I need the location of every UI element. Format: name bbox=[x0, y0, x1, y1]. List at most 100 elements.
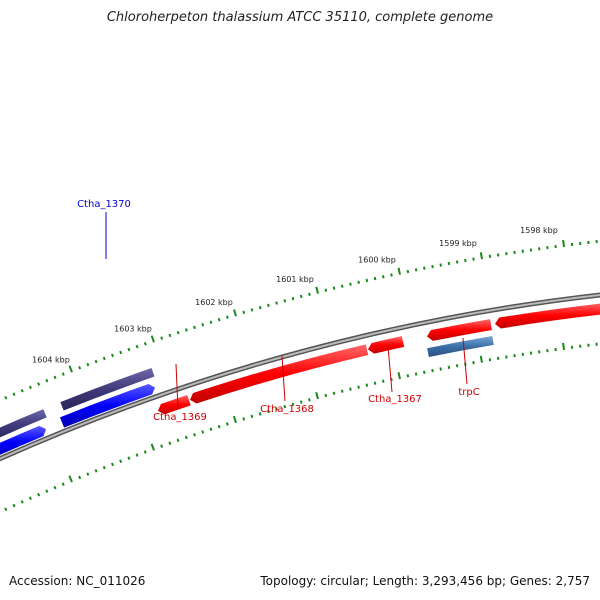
scale-tick-inner bbox=[324, 393, 328, 398]
scale-tick-outer bbox=[119, 350, 123, 355]
scale-tick-outer bbox=[102, 356, 106, 361]
scale-tick-outer bbox=[176, 330, 180, 335]
scale-tick-inner bbox=[496, 356, 500, 361]
scale-tick-inner bbox=[250, 414, 254, 419]
scale-tick-inner bbox=[299, 400, 303, 404]
scale-tick-outer bbox=[332, 286, 336, 290]
scale-tick-outer bbox=[464, 258, 467, 263]
forward-gene-feature bbox=[0, 409, 47, 438]
scale-tick-outer bbox=[143, 342, 147, 346]
scale-tick-inner bbox=[275, 407, 278, 411]
scale-tick-outer bbox=[340, 284, 344, 288]
scale-tick-outer bbox=[135, 344, 139, 349]
scale-tick-outer bbox=[201, 323, 205, 327]
reverse-cds-arrow bbox=[190, 344, 369, 404]
scale-tick-inner bbox=[332, 391, 336, 396]
scale-tick-inner bbox=[168, 441, 172, 445]
scale-tick-outer bbox=[150, 335, 155, 343]
scale-tick-inner bbox=[4, 507, 8, 512]
scale-tick-outer bbox=[160, 336, 164, 340]
gene-label: Ctha_1368 bbox=[260, 404, 314, 415]
scale-tick-inner bbox=[110, 462, 114, 467]
scale-tick-inner bbox=[397, 372, 401, 380]
scale-tick-outer bbox=[193, 325, 196, 330]
scale-tick-outer bbox=[423, 266, 426, 270]
scale-tick-inner bbox=[308, 398, 311, 402]
scale-tick-outer bbox=[447, 261, 451, 266]
scale-tick-outer bbox=[53, 375, 57, 380]
scale-tick-outer bbox=[357, 280, 360, 284]
scale-tick-outer bbox=[86, 362, 90, 367]
scale-tick-outer bbox=[45, 378, 49, 383]
scale-tick-outer bbox=[209, 320, 213, 324]
scale-tick-inner bbox=[28, 496, 32, 501]
scale-tick-inner bbox=[53, 485, 57, 490]
scale-tick-inner bbox=[102, 465, 106, 470]
reverse-cds-arrow bbox=[427, 319, 492, 341]
scale-label: 1601 kbp bbox=[276, 275, 314, 284]
scale-tick-outer bbox=[127, 347, 131, 352]
scale-label: 1599 kbp bbox=[439, 239, 477, 248]
scale-tick-inner bbox=[143, 450, 147, 454]
scale-tick-outer bbox=[299, 294, 303, 299]
gene-leader-line bbox=[387, 345, 393, 393]
scale-label: 1603 kbp bbox=[114, 325, 152, 334]
scale-tick-inner bbox=[119, 459, 123, 464]
gene-leader-line bbox=[462, 337, 468, 385]
scale-tick-inner bbox=[232, 415, 237, 424]
scale-tick-inner bbox=[266, 409, 270, 414]
scale-tick-inner bbox=[431, 368, 434, 373]
scale-tick-outer bbox=[315, 286, 319, 294]
scale-tick-inner bbox=[86, 472, 90, 476]
gene-label: trpC bbox=[458, 387, 479, 398]
scale-tick-outer bbox=[365, 278, 369, 283]
scale-tick-outer bbox=[562, 239, 565, 248]
scale-label: 1604 kbp bbox=[32, 355, 70, 364]
scale-tick-inner bbox=[439, 367, 442, 371]
scale-tick-inner bbox=[176, 438, 180, 443]
scale-tick-outer bbox=[94, 359, 98, 364]
scale-tick-outer bbox=[4, 395, 8, 400]
scale-tick-outer bbox=[308, 292, 311, 297]
scale-tick-inner bbox=[455, 364, 459, 368]
scale-tick-inner bbox=[406, 374, 410, 378]
scale-tick-inner bbox=[45, 489, 49, 493]
genome-summary-text: Topology: circular; Length: 3,293,456 bp… bbox=[260, 574, 590, 588]
scale-tick-inner bbox=[340, 389, 344, 393]
scale-tick-outer bbox=[68, 365, 73, 373]
scale-tick-outer bbox=[390, 273, 393, 277]
scale-tick-inner bbox=[61, 482, 65, 486]
gene-label: Ctha_1370 bbox=[77, 199, 131, 210]
scale-tick-outer bbox=[414, 268, 418, 272]
scale-tick-inner bbox=[423, 370, 426, 374]
scale-tick-inner bbox=[193, 432, 196, 437]
gene-label: Ctha_1367 bbox=[368, 394, 422, 405]
reverse-cds-arrow bbox=[158, 394, 191, 415]
backbone-highlight bbox=[0, 294, 600, 460]
scale-tick-outer bbox=[324, 288, 328, 292]
scale-tick-outer bbox=[406, 269, 410, 274]
scale-tick-outer bbox=[479, 252, 483, 260]
scale-tick-inner bbox=[283, 404, 287, 409]
backbone-outline bbox=[0, 292, 600, 462]
scale-tick-outer bbox=[111, 353, 114, 358]
scale-label: 1600 kbp bbox=[358, 255, 396, 264]
scale-label: 1602 kbp bbox=[195, 298, 233, 307]
scale-tick-outer bbox=[267, 303, 270, 308]
scale-tick-inner bbox=[12, 503, 16, 508]
scale-tick-outer bbox=[455, 260, 459, 264]
scale-tick-inner bbox=[209, 427, 213, 432]
scale-tick-inner bbox=[201, 430, 205, 434]
scale-tick-inner bbox=[381, 379, 385, 383]
scale-tick-inner bbox=[242, 417, 246, 421]
scale-tick-inner bbox=[291, 402, 295, 407]
scale-tick-outer bbox=[37, 382, 41, 386]
scale-tick-outer bbox=[291, 296, 295, 301]
forward-cds-arrow bbox=[59, 383, 155, 428]
scale-tick-outer bbox=[78, 365, 82, 370]
scale-tick-outer bbox=[242, 310, 246, 315]
scale-tick-outer bbox=[439, 263, 442, 267]
accession-text: Accession: NC_011026 bbox=[9, 574, 146, 588]
scale-label: 1598 kbp bbox=[520, 226, 558, 235]
